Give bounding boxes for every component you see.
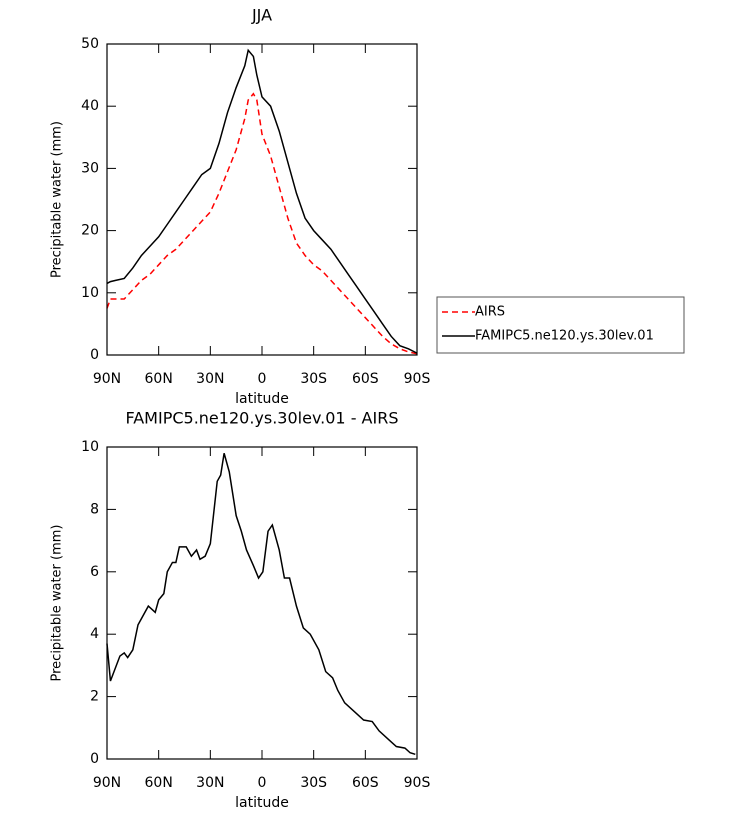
x-tick-label: 90N bbox=[93, 775, 121, 791]
x-tick-label: 30S bbox=[300, 775, 327, 791]
x-axis-label: latitude bbox=[235, 795, 289, 811]
x-tick-label: 30N bbox=[196, 775, 224, 791]
y-axis-label: Precipitable water (mm) bbox=[50, 525, 65, 682]
chart-title: JJA bbox=[251, 6, 272, 25]
y-axis-label: Precipitable water (mm) bbox=[50, 121, 65, 278]
data-line bbox=[106, 92, 418, 355]
x-tick-label: 60S bbox=[352, 775, 379, 791]
x-tick-label: 90N bbox=[93, 371, 121, 387]
chart-title: FAMIPC5.ne120.ys.30lev.01 - AIRS bbox=[126, 409, 399, 428]
x-tick-label: 60S bbox=[352, 371, 379, 387]
y-tick-label: 6 bbox=[90, 564, 99, 580]
y-tick-label: 10 bbox=[81, 439, 99, 455]
x-tick-label: 90S bbox=[404, 371, 431, 387]
legend-label: AIRS bbox=[475, 305, 505, 320]
y-tick-label: 40 bbox=[81, 98, 99, 114]
x-tick-label: 0 bbox=[258, 775, 267, 791]
y-tick-label: 0 bbox=[90, 347, 99, 363]
x-tick-label: 30S bbox=[300, 371, 327, 387]
x-tick-label: 60N bbox=[145, 371, 173, 387]
plot-frame bbox=[106, 446, 418, 760]
x-tick-label: 0 bbox=[258, 371, 267, 387]
x-axis-label: latitude bbox=[235, 391, 289, 407]
y-tick-label: 10 bbox=[81, 285, 99, 301]
x-tick-label: 90S bbox=[404, 775, 431, 791]
y-tick-label: 2 bbox=[90, 689, 99, 705]
plot-frame bbox=[106, 43, 418, 356]
y-tick-label: 20 bbox=[81, 223, 99, 239]
y-tick-label: 50 bbox=[81, 36, 99, 52]
y-tick-label: 0 bbox=[90, 751, 99, 767]
legend-box bbox=[436, 296, 685, 354]
y-tick-label: 8 bbox=[90, 501, 99, 517]
data-line bbox=[106, 453, 416, 756]
y-tick-label: 30 bbox=[81, 160, 99, 176]
y-tick-label: 4 bbox=[90, 626, 99, 642]
legend-label: FAMIPC5.ne120.ys.30lev.01 bbox=[475, 329, 654, 344]
x-tick-label: 30N bbox=[196, 371, 224, 387]
x-tick-label: 60N bbox=[145, 775, 173, 791]
data-line bbox=[106, 48, 418, 354]
